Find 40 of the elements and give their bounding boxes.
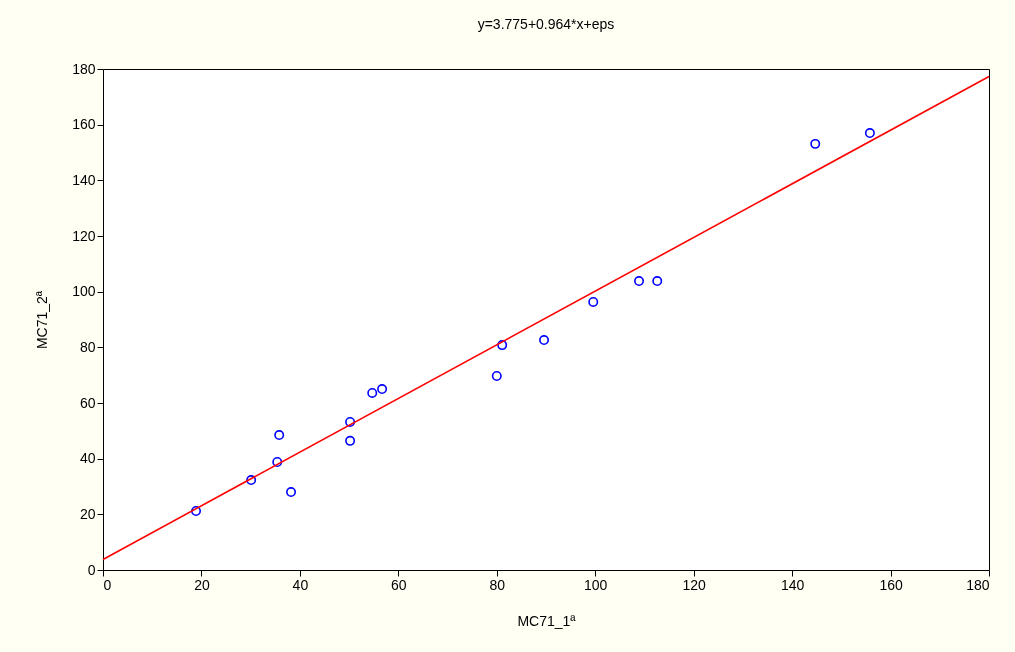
point: [286, 487, 297, 498]
y-tick-label: 100: [72, 283, 96, 300]
point: [810, 138, 821, 149]
point: [539, 335, 550, 346]
point: [377, 384, 388, 395]
point: [864, 128, 875, 138]
y-tick-label: 140: [72, 171, 96, 188]
y-tick-label: 180: [72, 60, 96, 77]
point: [588, 296, 599, 307]
x-tick-label: 60: [391, 576, 407, 593]
y-tick-label: 80: [79, 338, 96, 355]
point: [246, 475, 257, 486]
point: [345, 435, 356, 446]
y-tick-label: 120: [72, 227, 96, 244]
x-tick-label: 0: [103, 576, 112, 593]
x-tick-label: 180: [966, 576, 990, 593]
y-tick-label: 20: [79, 505, 96, 522]
point: [497, 340, 508, 351]
x-tick-label: 20: [194, 576, 210, 593]
y-tick-label: 40: [79, 450, 96, 467]
y-tick-label: 160: [72, 116, 96, 133]
x-axis-title: MC71_1ª: [517, 612, 577, 629]
y-tick-label: 0: [87, 561, 96, 578]
point: [272, 457, 283, 467]
x-tick-label: 120: [682, 576, 707, 593]
chart-title: y=3.775+0.964*x+eps: [477, 16, 615, 32]
y-tick-label: 60: [79, 394, 96, 411]
x-tick-label: 80: [489, 576, 506, 593]
x-tick-label: 140: [780, 576, 805, 593]
y-axis-title: MC71_2ª: [34, 290, 51, 350]
x-tick-label: 160: [879, 576, 903, 593]
point: [634, 276, 645, 287]
point: [274, 430, 285, 440]
point: [652, 276, 663, 287]
point: [191, 506, 202, 516]
x-tick-label: 100: [584, 576, 608, 593]
point: [367, 388, 378, 398]
point: [491, 371, 502, 381]
point: [345, 416, 356, 427]
x-tick-label: 40: [292, 576, 309, 593]
